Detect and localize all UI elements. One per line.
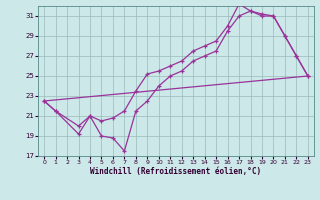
X-axis label: Windchill (Refroidissement éolien,°C): Windchill (Refroidissement éolien,°C) [91,167,261,176]
